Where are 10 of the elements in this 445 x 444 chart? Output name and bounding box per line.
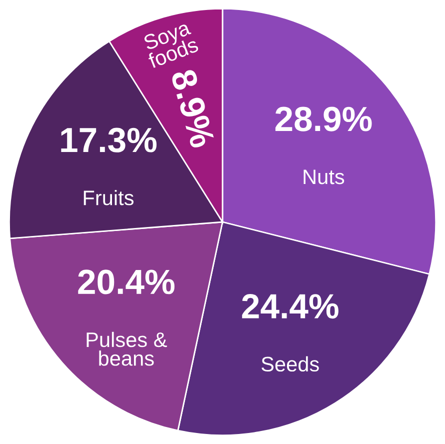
slice-label: Nuts xyxy=(304,170,344,184)
data-label: 24.4% xyxy=(242,294,338,319)
data-label: 20.4% xyxy=(78,270,174,294)
data-label: 17.3% xyxy=(61,128,157,152)
slice-label: Pulses & beans xyxy=(86,332,167,366)
slice-label: Fruits xyxy=(84,190,134,206)
slice-label: Soya foods xyxy=(142,20,200,69)
data-label: 8.9% xyxy=(170,68,216,149)
data-label: 28.9% xyxy=(275,106,372,132)
slice-label: Seeds xyxy=(262,356,319,372)
